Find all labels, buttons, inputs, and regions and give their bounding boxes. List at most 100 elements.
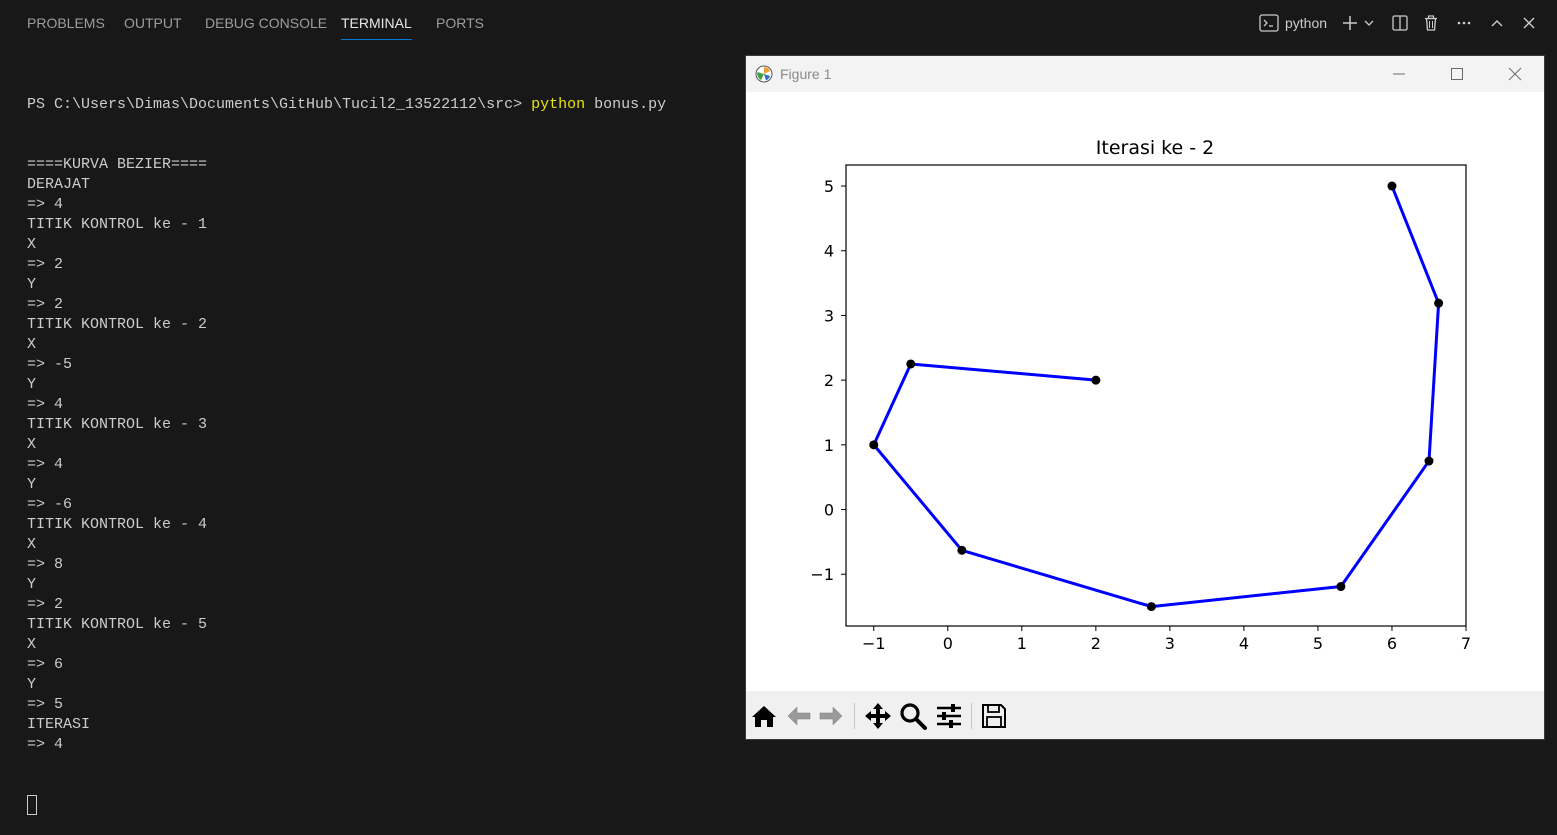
floppy-disk-icon — [982, 704, 1006, 728]
terminal-line: => 2 — [27, 596, 64, 613]
terminal-name: python — [1285, 15, 1328, 31]
data-point — [1434, 298, 1444, 308]
sliders-icon — [937, 704, 961, 728]
minimize-window-button[interactable] — [1376, 60, 1422, 88]
data-point — [957, 545, 967, 555]
tab-output[interactable]: OUTPUT — [124, 15, 182, 31]
forward-button[interactable] — [816, 701, 846, 731]
maximize-window-button[interactable] — [1434, 60, 1480, 88]
terminal-icon — [1259, 14, 1279, 32]
terminal-line: => 4 — [27, 456, 64, 473]
close-window-button[interactable] — [1492, 60, 1538, 88]
terminal-line: Y — [27, 576, 37, 593]
configure-subplots-button[interactable] — [934, 701, 964, 731]
terminal-line: => -5 — [27, 356, 73, 373]
magnifier-icon — [900, 703, 927, 730]
figure-toolbar — [746, 691, 1544, 739]
arrow-right-icon — [819, 706, 843, 726]
data-point — [1091, 375, 1101, 385]
terminal-line: TITIK KONTROL ke - 2 — [27, 316, 208, 333]
tab-ports[interactable]: PORTS — [436, 15, 484, 31]
trash-icon — [1425, 15, 1437, 31]
terminal-line: X — [27, 236, 37, 253]
x-tick-label: 2 — [1091, 634, 1101, 653]
panel-tab-bar: PROBLEMS OUTPUT DEBUG CONSOLE TERMINAL P… — [0, 0, 1557, 46]
close-panel-button[interactable] — [1518, 10, 1540, 36]
terminal-line: Y — [27, 376, 37, 393]
toolbar-separator — [854, 703, 855, 729]
chart-title: Iterasi ke - 2 — [1096, 137, 1214, 159]
terminal-line: => 2 — [27, 256, 64, 273]
y-tick-label: 5 — [824, 177, 834, 196]
terminal-line: Y — [27, 476, 37, 493]
data-point — [1387, 181, 1397, 191]
terminal-line: => -6 — [27, 496, 73, 513]
toolbar-separator — [971, 703, 972, 729]
minimize-icon — [1393, 73, 1405, 75]
data-point — [906, 359, 916, 369]
terminal-line: => 8 — [27, 556, 64, 573]
y-tick-label: −1 — [810, 565, 834, 584]
terminal-line: Y — [27, 676, 37, 693]
maximize-panel-button[interactable] — [1486, 10, 1508, 36]
terminal-line: TITIK KONTROL ke - 3 — [27, 416, 208, 433]
data-point — [1336, 582, 1346, 592]
chevron-down-icon — [1364, 20, 1374, 26]
x-tick-label: 0 — [943, 634, 953, 653]
terminal-cursor — [27, 795, 37, 815]
terminal-selector[interactable]: python — [1259, 10, 1331, 36]
y-tick-label: 4 — [824, 242, 834, 261]
add-terminal-button[interactable] — [1340, 10, 1360, 36]
data-point — [869, 440, 879, 450]
zoom-button[interactable] — [898, 701, 928, 731]
maximize-icon — [1451, 68, 1463, 80]
back-button[interactable] — [784, 701, 814, 731]
x-tick-label: 1 — [1017, 634, 1027, 653]
x-tick-label: 6 — [1387, 634, 1397, 653]
y-tick-label: 3 — [824, 306, 834, 325]
pan-button[interactable] — [863, 701, 893, 731]
matplotlib-icon — [755, 65, 773, 83]
terminal-line: TITIK KONTROL ke - 4 — [27, 516, 208, 533]
x-axis: −1 0 1 2 3 4 5 6 7 — [862, 626, 1471, 653]
tab-debug-console[interactable]: DEBUG CONSOLE — [205, 15, 328, 31]
terminal-line: => 6 — [27, 656, 64, 673]
terminal-line: X — [27, 636, 37, 653]
close-icon — [1508, 67, 1522, 81]
terminal-line: Y — [27, 276, 37, 293]
terminal-line: => 4 — [27, 396, 64, 413]
x-tick-label: −1 — [862, 634, 886, 653]
plot-axes-frame — [845, 164, 1467, 627]
ellipsis-icon — [1457, 21, 1471, 25]
home-button[interactable] — [749, 701, 779, 731]
terminal-line: => 4 — [27, 736, 64, 753]
plus-icon — [1343, 16, 1357, 30]
terminal-line: X — [27, 436, 37, 453]
figure-titlebar[interactable]: Figure 1 — [746, 56, 1544, 92]
bezier-line — [872, 185, 1441, 609]
terminal-dropdown-button[interactable] — [1362, 10, 1376, 36]
terminal-line: ITERASI — [27, 716, 91, 733]
split-icon — [1392, 15, 1408, 31]
y-tick-label: 1 — [824, 436, 834, 455]
x-tick-label: 5 — [1313, 634, 1323, 653]
home-icon — [752, 706, 776, 727]
terminal-command-args: bonus.py — [585, 96, 667, 113]
split-terminal-button[interactable] — [1389, 10, 1411, 36]
save-figure-button[interactable] — [979, 701, 1009, 731]
terminal-line: => 2 — [27, 296, 64, 313]
kill-terminal-button[interactable] — [1420, 10, 1442, 36]
terminal-cursor-line — [27, 795, 666, 815]
terminal-line: TITIK KONTROL ke - 5 — [27, 616, 208, 633]
data-point — [1424, 456, 1434, 466]
x-tick-label: 7 — [1461, 634, 1471, 653]
terminal-output[interactable]: PS C:\Users\Dimas\Documents\GitHub\Tucil… — [27, 55, 666, 835]
chevron-up-icon — [1491, 20, 1503, 27]
y-tick-label: 0 — [824, 501, 834, 520]
more-actions-button[interactable] — [1453, 10, 1475, 36]
tab-problems[interactable]: PROBLEMS — [27, 15, 105, 31]
terminal-command: python — [531, 96, 586, 113]
terminal-prompt-line: PS C:\Users\Dimas\Documents\GitHub\Tucil… — [27, 95, 666, 115]
tab-terminal[interactable]: TERMINAL — [341, 15, 412, 40]
x-tick-label: 3 — [1165, 634, 1175, 653]
